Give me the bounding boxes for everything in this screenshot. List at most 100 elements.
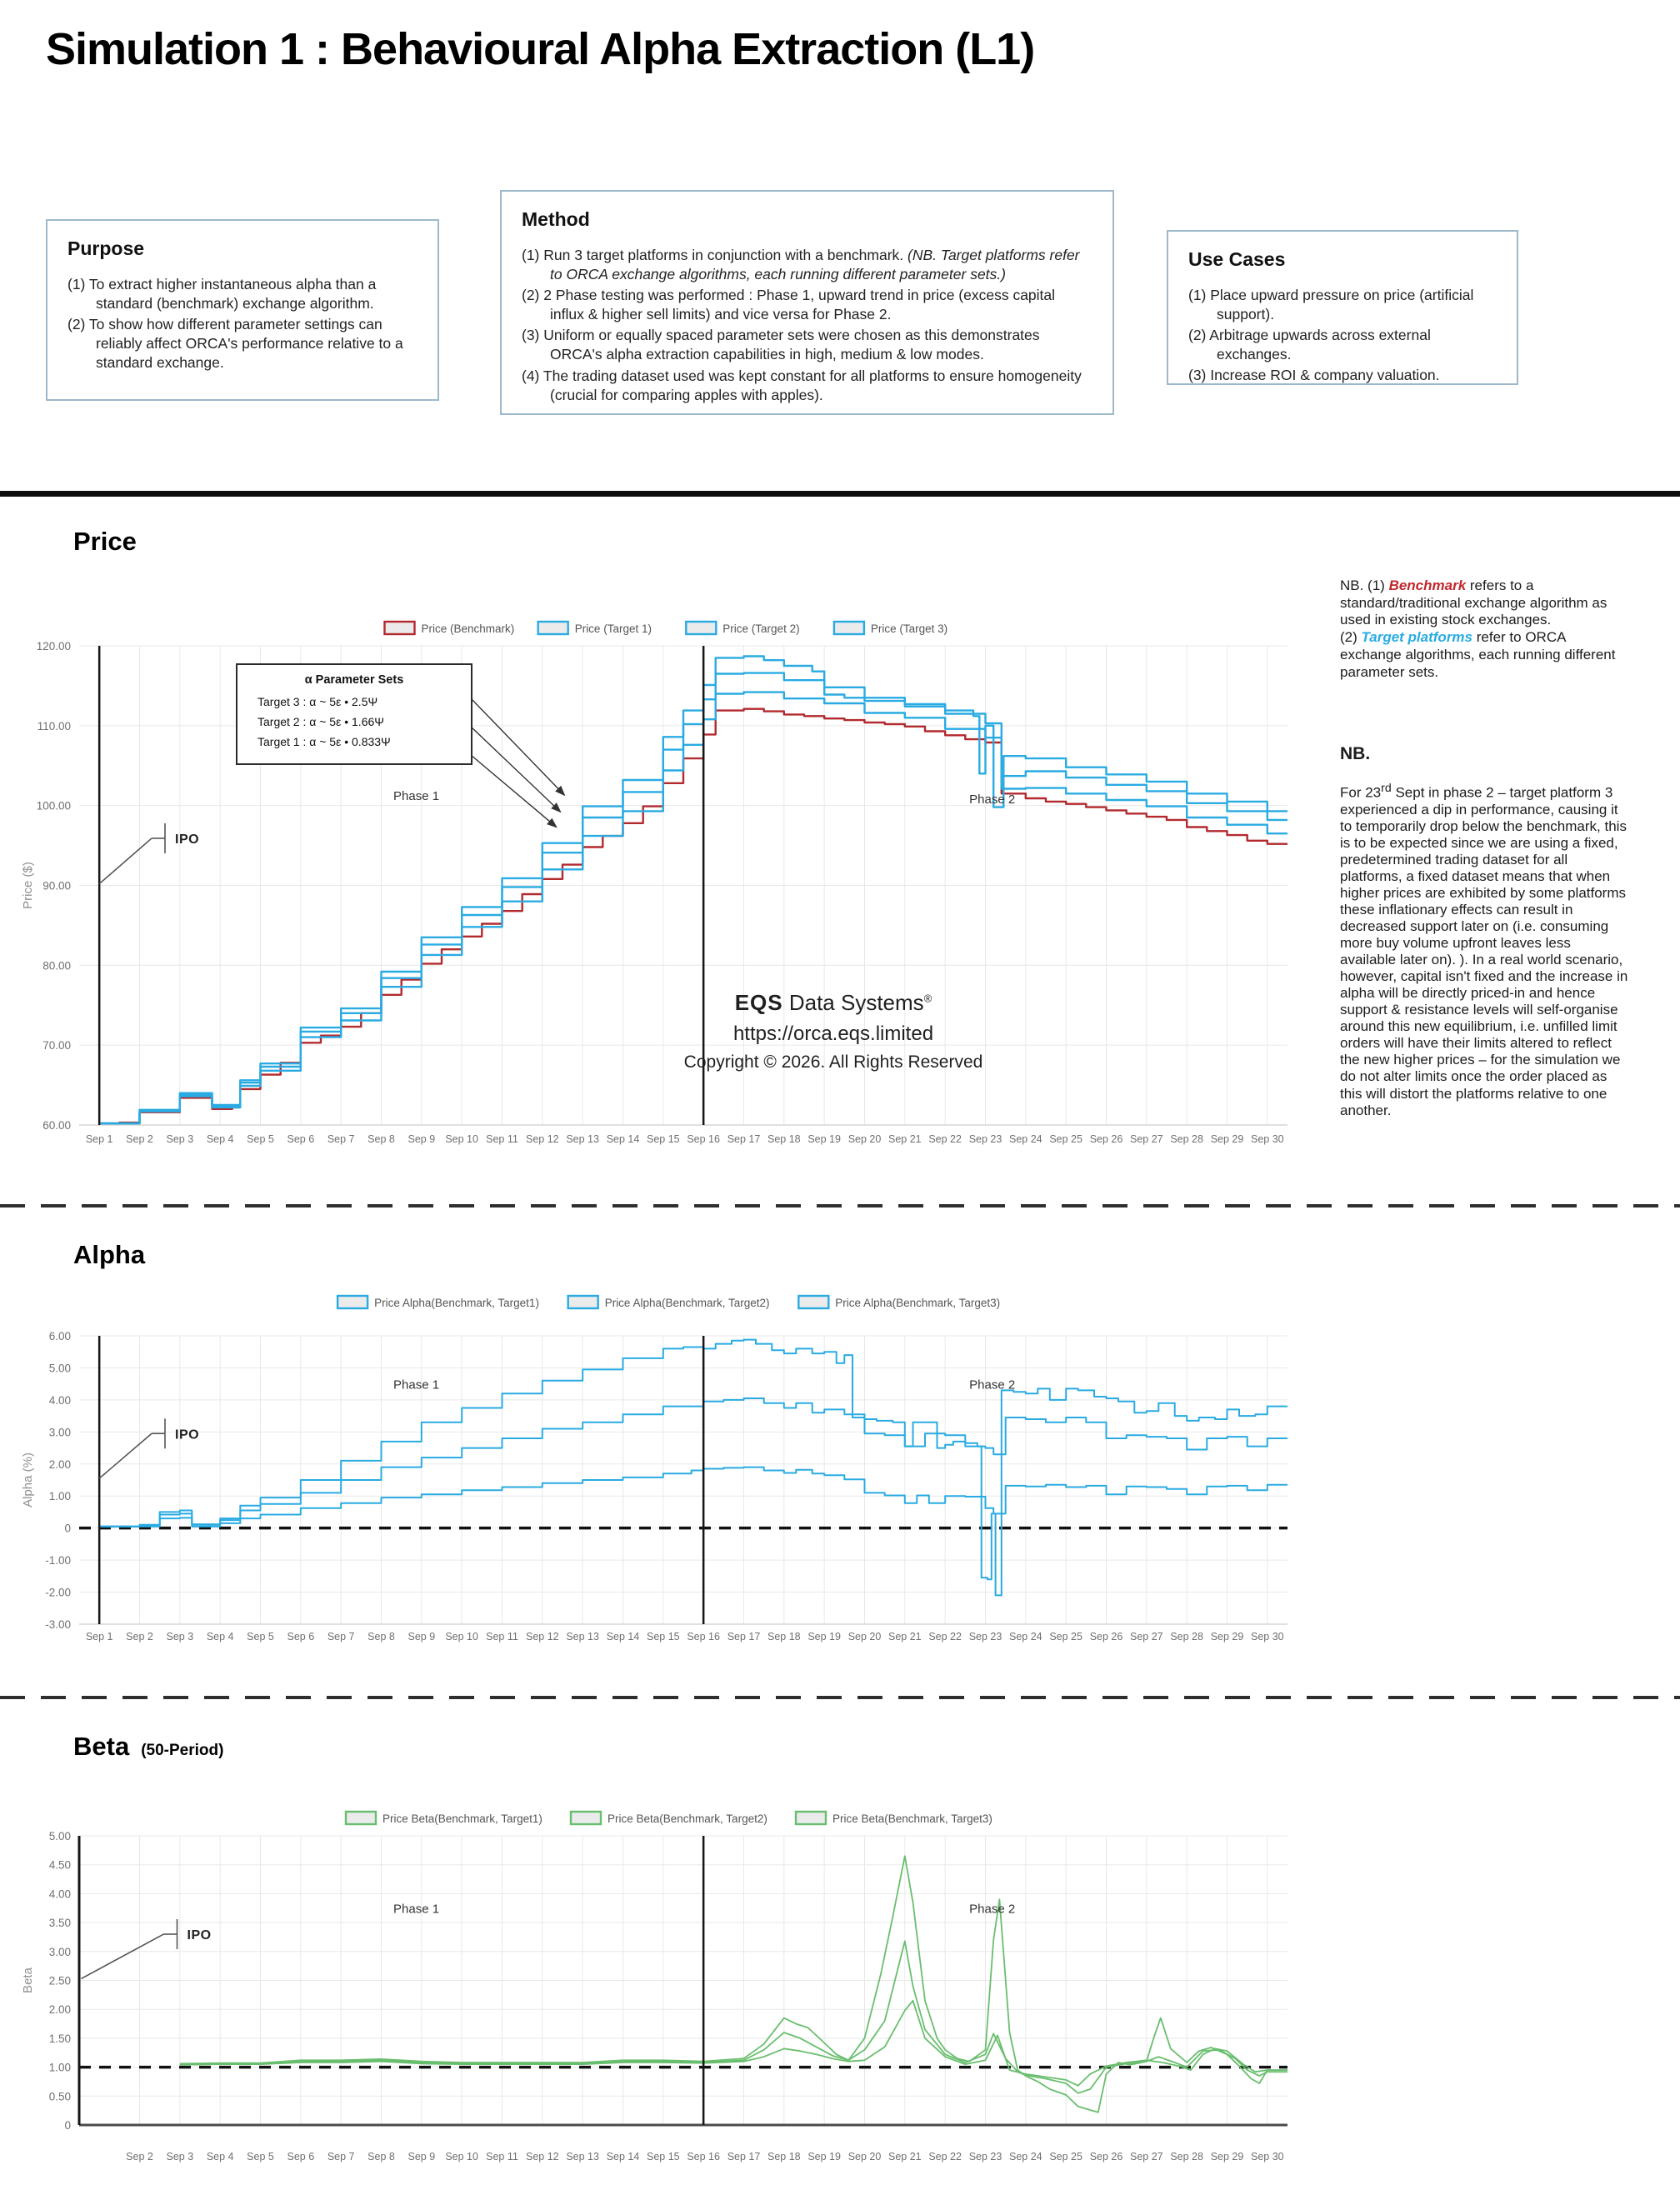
- x-tick-label: Sep 4: [207, 1133, 234, 1145]
- paragraph: (2) Target platforms refer to ORCA excha…: [1340, 629, 1616, 680]
- x-tick-label: Sep 7: [328, 2151, 355, 2162]
- y-axis-title: Beta: [21, 1967, 35, 1993]
- param-arrow: [470, 726, 562, 813]
- solid-divider: [0, 491, 1680, 497]
- y-tick-label: -1.00: [45, 1554, 71, 1567]
- legend-label: Price Alpha(Benchmark, Target2): [605, 1297, 770, 1309]
- x-tick-label: Sep 20: [848, 1133, 882, 1145]
- watermark-copyright: Copyright © 2026. All Rights Reserved: [683, 1052, 983, 1072]
- x-tick-label: Sep 27: [1130, 1631, 1163, 1642]
- x-tick-label: Sep 24: [1009, 1133, 1042, 1145]
- x-tick-label: Sep 3: [166, 1631, 193, 1642]
- legend-swatch: [798, 1294, 830, 1310]
- x-tick-label: Sep 22: [928, 1631, 962, 1642]
- x-tick-label: Sep 30: [1251, 1133, 1284, 1145]
- x-tick-label: Sep 21: [888, 1133, 922, 1145]
- alpha-chart: Sep 1 Sep 2 Sep 3 Sep 4 Sep 5 Sep 6 Sep 7 Sep 8…: [21, 1294, 1288, 1642]
- x-tick-label: Sep 16: [687, 2151, 720, 2162]
- x-tick-label: Sep 25: [1049, 1133, 1082, 1145]
- x-tick-label: Sep 13: [566, 1133, 599, 1145]
- paragraph: For 23rd Sept in phase 2 – target platfo…: [1340, 782, 1628, 1118]
- y-tick-label: -2.00: [45, 1587, 71, 1599]
- y-tick-label: 90.00: [42, 880, 71, 892]
- page-title: Simulation 1 : Behavioural Alpha Extract…: [46, 24, 1035, 74]
- phase-label: Phase 1: [393, 789, 439, 803]
- y-tick-label: 120.00: [37, 640, 71, 652]
- legend-swatch: [344, 1810, 378, 1826]
- y-tick-label: 3.00: [49, 1426, 71, 1438]
- x-tick-label: Sep 16: [687, 1133, 720, 1145]
- y-tick-label: 1.00: [49, 1490, 71, 1502]
- phase-label: Phase 2: [969, 792, 1015, 807]
- phase-label: Phase 1: [393, 1902, 439, 1916]
- y-tick-label: 4.00: [49, 1888, 71, 1900]
- x-tick-label: Sep 29: [1211, 1133, 1244, 1145]
- phase-label: Phase 2: [969, 1378, 1015, 1392]
- legend-swatch: [832, 620, 866, 636]
- use-cases-heading: Use Cases: [1188, 248, 1286, 270]
- series-line-2: [179, 1940, 1288, 2094]
- y-tick-label: 5.00: [49, 1830, 71, 1842]
- x-tick-label: Sep 5: [247, 1133, 274, 1145]
- legend-swatch: [537, 620, 569, 636]
- y-tick-label: 80.00: [42, 959, 71, 972]
- x-tick-label: Sep 19: [808, 1631, 841, 1642]
- param-target-3: Target 3 : α ~ 5ε • 2.5Ψ: [258, 695, 378, 708]
- paragraph: (3) Uniform or equally spaced parameter …: [522, 327, 1040, 363]
- paragraph: (2) To show how different parameter sett…: [68, 316, 403, 372]
- y-tick-label: 2.00: [49, 1458, 71, 1471]
- y-tick-label: 4.00: [49, 1394, 71, 1407]
- x-tick-label: Sep 15: [647, 2151, 680, 2162]
- x-tick-label: Sep 9: [408, 1133, 435, 1145]
- x-tick-label: Sep 10: [445, 1631, 478, 1642]
- x-tick-label: Sep 11: [486, 1133, 518, 1145]
- x-tick-label: Sep 20: [848, 2151, 882, 2162]
- x-tick-label: Sep 7: [328, 1631, 355, 1642]
- x-tick-label: Sep 10: [445, 1133, 478, 1145]
- phase-label: Phase 2: [969, 1902, 1015, 1916]
- y-tick-label: 100.00: [37, 800, 71, 812]
- paragraph: (4) The trading dataset used was kept co…: [522, 367, 1082, 403]
- ipo-label: IPO: [175, 1428, 199, 1442]
- x-tick-label: Sep 2: [126, 2151, 153, 2162]
- x-tick-label: Sep 25: [1049, 2151, 1082, 2162]
- x-tick-label: Sep 12: [526, 1631, 559, 1642]
- paragraph: (3) Increase ROI & company valuation.: [1188, 367, 1440, 384]
- x-tick-label: Sep 28: [1170, 1631, 1203, 1642]
- x-tick-label: Sep 25: [1049, 1631, 1082, 1642]
- x-tick-label: Sep 14: [607, 1133, 640, 1145]
- y-tick-label: 70.00: [42, 1039, 71, 1052]
- x-tick-label: Sep 30: [1251, 1631, 1284, 1642]
- x-tick-label: Sep 27: [1130, 1133, 1163, 1145]
- paragraph: (2) Arbitrage upwards across external ex…: [1188, 327, 1431, 363]
- price-section-title: Price: [73, 527, 137, 556]
- method-list: (1) Run 3 target platforms in conjunctio…: [522, 246, 1092, 405]
- purpose-box: Purpose (1) To extract higher instantane…: [46, 219, 439, 401]
- alpha-section-title: Alpha: [73, 1240, 146, 1269]
- y-tick-label: 4.50: [49, 1859, 71, 1872]
- ipo-callout-line: [81, 1933, 164, 1980]
- y-tick-label: 6.00: [49, 1330, 71, 1342]
- x-tick-label: Sep 9: [408, 1631, 435, 1642]
- x-tick-label: Sep 22: [928, 1133, 962, 1145]
- phase-label: Phase 1: [393, 1378, 439, 1392]
- y-tick-label: 2.00: [49, 2003, 71, 2016]
- legend-swatch: [685, 620, 718, 636]
- x-tick-label: Sep 24: [1009, 2151, 1042, 2162]
- legend-label: Price Beta(Benchmark, Target3): [832, 1812, 992, 1825]
- x-tick-label: Sep 7: [328, 1133, 355, 1145]
- legend-label: Price (Target 3): [871, 622, 948, 635]
- x-tick-label: Sep 11: [486, 2151, 518, 2162]
- x-tick-label: Sep 1: [86, 1133, 113, 1145]
- x-tick-label: Sep 27: [1130, 2151, 1163, 2162]
- y-tick-label: 0: [64, 1522, 71, 1535]
- x-tick-label: Sep 8: [368, 1631, 395, 1642]
- purpose-heading: Purpose: [68, 238, 145, 259]
- x-tick-label: Sep 2: [126, 1133, 153, 1145]
- x-tick-label: Sep 6: [287, 1631, 314, 1642]
- series-line-3: [179, 1855, 1288, 2113]
- x-tick-label: Sep 23: [969, 1631, 1002, 1642]
- x-tick-label: Sep 16: [687, 1631, 720, 1642]
- y-axis-title: Price ($): [21, 862, 35, 909]
- x-tick-label: Sep 22: [928, 2151, 962, 2162]
